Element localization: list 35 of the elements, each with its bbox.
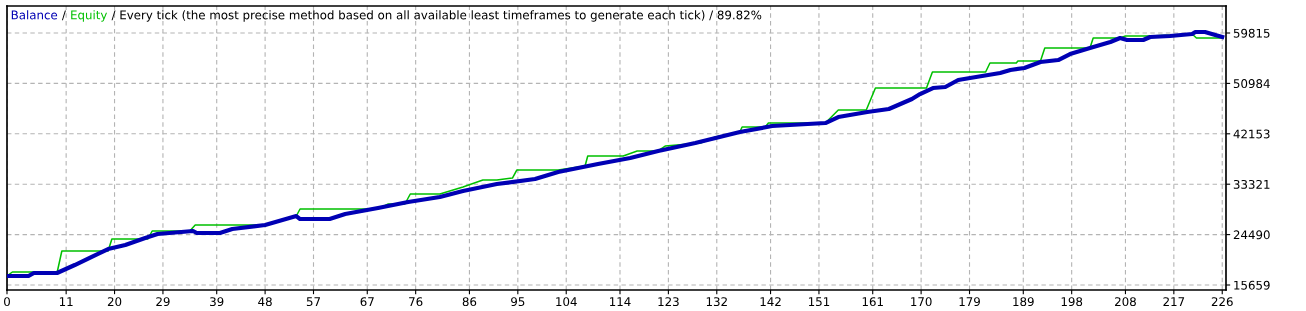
x-tick-label: 226 (1211, 297, 1233, 307)
x-tick-label: 11 (59, 297, 73, 306)
x-tick-label: 95 (511, 297, 525, 307)
y-tick-label: 15659 (1234, 280, 1270, 290)
x-tick-label: 123 (658, 297, 679, 307)
text: Equity (71, 10, 108, 22)
x-tick-label: 217 (1163, 297, 1185, 306)
y-tick-label: 33321 (1233, 179, 1270, 189)
x-tick-label: 76 (409, 297, 423, 307)
x-tick-label: 151 (808, 297, 830, 307)
x-tick-label: 0 (4, 297, 10, 307)
x-tick-label: 198 (1061, 297, 1083, 307)
x-tick-label: 29 (156, 297, 170, 307)
y-tick-label: 24490 (1233, 230, 1270, 240)
x-tick-label: 161 (862, 297, 883, 307)
x-tick-label: 104 (556, 297, 577, 307)
x-tick-label: 170 (911, 297, 932, 307)
x-tick-label: 57 (306, 297, 320, 307)
x-tick-label: 142 (760, 297, 781, 306)
x-tick-label: 20 (107, 297, 122, 307)
y-tick-label: 50984 (1233, 79, 1270, 89)
x-tick-label: 48 (258, 297, 272, 307)
x-tick-label: 67 (360, 297, 374, 307)
annotation: / (61, 10, 66, 21)
x-tick-label: 189 (1013, 297, 1034, 307)
y-tick-label: 59815 (1233, 28, 1270, 38)
x-tick-label: 114 (610, 297, 631, 306)
y-tick-label: 42153 (1233, 129, 1270, 139)
x-tick-label: 208 (1115, 297, 1136, 307)
x-tick-label: 39 (210, 297, 224, 307)
x-tick-label: 132 (706, 297, 727, 307)
chart-title: / Every tick (the most precise method based on all available least timeframes to generate each tick) / 89.82% (111, 10, 762, 22)
x-tick-label: 86 (462, 297, 477, 307)
x-tick-label: 179 (959, 297, 980, 307)
text: Balance (11, 10, 58, 20)
